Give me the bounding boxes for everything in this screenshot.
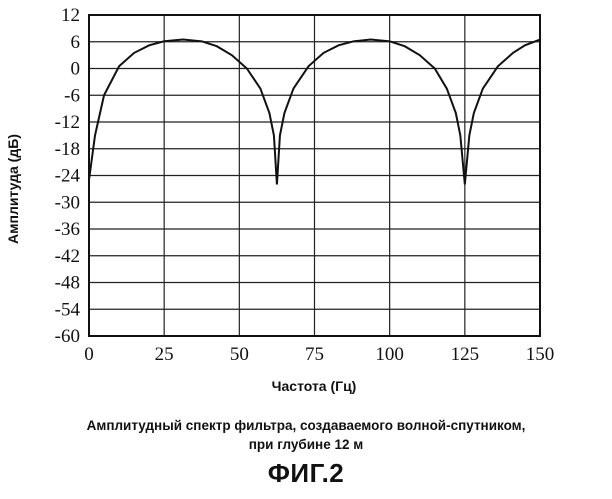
x-tick-label: 150 bbox=[526, 344, 555, 365]
y-tick-label: -24 bbox=[55, 166, 81, 187]
y-tick-label: -54 bbox=[55, 299, 81, 320]
y-tick-label: -42 bbox=[55, 246, 80, 267]
figure-label: ФИГ.2 bbox=[0, 458, 612, 489]
y-tick-label: -30 bbox=[55, 192, 80, 213]
x-tick-label: 50 bbox=[230, 344, 249, 365]
y-tick-label: -12 bbox=[55, 112, 80, 133]
grid bbox=[89, 15, 540, 336]
y-tick-label: -48 bbox=[55, 273, 80, 294]
y-tick-label: -60 bbox=[55, 326, 80, 347]
x-axis-label: Частота (Гц) bbox=[272, 378, 357, 394]
y-tick-labels: 12 6 0 -6 -12 -18 -24 -30 -36 -42 -48 -54 -60 bbox=[55, 5, 81, 347]
caption-line-2: при глубине 12 м bbox=[0, 437, 612, 452]
y-tick-label: -36 bbox=[55, 219, 80, 240]
x-tick-label: 100 bbox=[375, 344, 404, 365]
y-tick-label: 0 bbox=[71, 59, 81, 80]
x-tick-label: 0 bbox=[84, 344, 94, 365]
caption-line-1: Амплитудный спектр фильтра, создаваемого… bbox=[0, 418, 612, 433]
x-tick-labels: 0 25 50 75 100 125 150 bbox=[84, 344, 554, 365]
x-tick-label: 25 bbox=[155, 344, 174, 365]
y-axis-label: Амплитуда (дБ) bbox=[5, 134, 21, 244]
x-tick-label: 125 bbox=[451, 344, 480, 365]
y-tick-label: -6 bbox=[64, 85, 80, 106]
y-tick-label: 12 bbox=[61, 5, 80, 26]
figure: 12 6 0 -6 -12 -18 -24 -30 -36 -42 -48 -54 -60 0 25 50 7… bbox=[0, 0, 612, 499]
y-tick-label: -18 bbox=[55, 139, 80, 160]
x-tick-label: 75 bbox=[305, 344, 324, 365]
y-tick-label: 6 bbox=[71, 32, 81, 53]
